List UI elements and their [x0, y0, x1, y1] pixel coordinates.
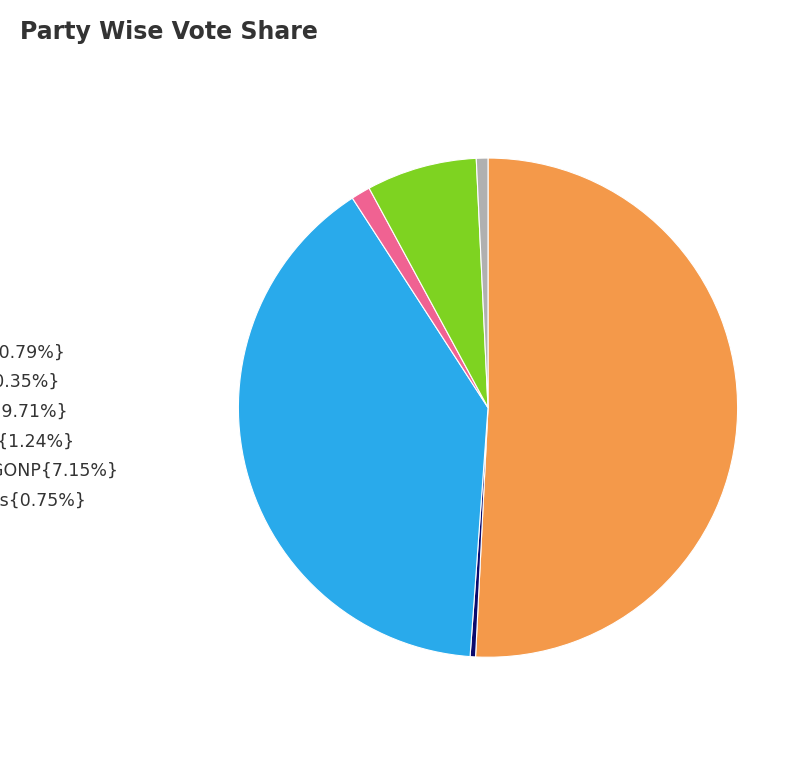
- Wedge shape: [470, 408, 488, 657]
- Wedge shape: [476, 158, 488, 408]
- Wedge shape: [475, 158, 738, 657]
- Text: Party Wise Vote Share: Party Wise Vote Share: [20, 20, 318, 44]
- Legend: BJP{50.79%}, BSP{0.35%}, INC{39.71%}, NOTA{1.24%}, RVLTGONP{7.15%}, Others{0.75%: BJP{50.79%}, BSP{0.35%}, INC{39.71%}, NO…: [0, 343, 118, 509]
- Wedge shape: [369, 158, 488, 408]
- Wedge shape: [352, 188, 488, 408]
- Wedge shape: [238, 198, 488, 656]
